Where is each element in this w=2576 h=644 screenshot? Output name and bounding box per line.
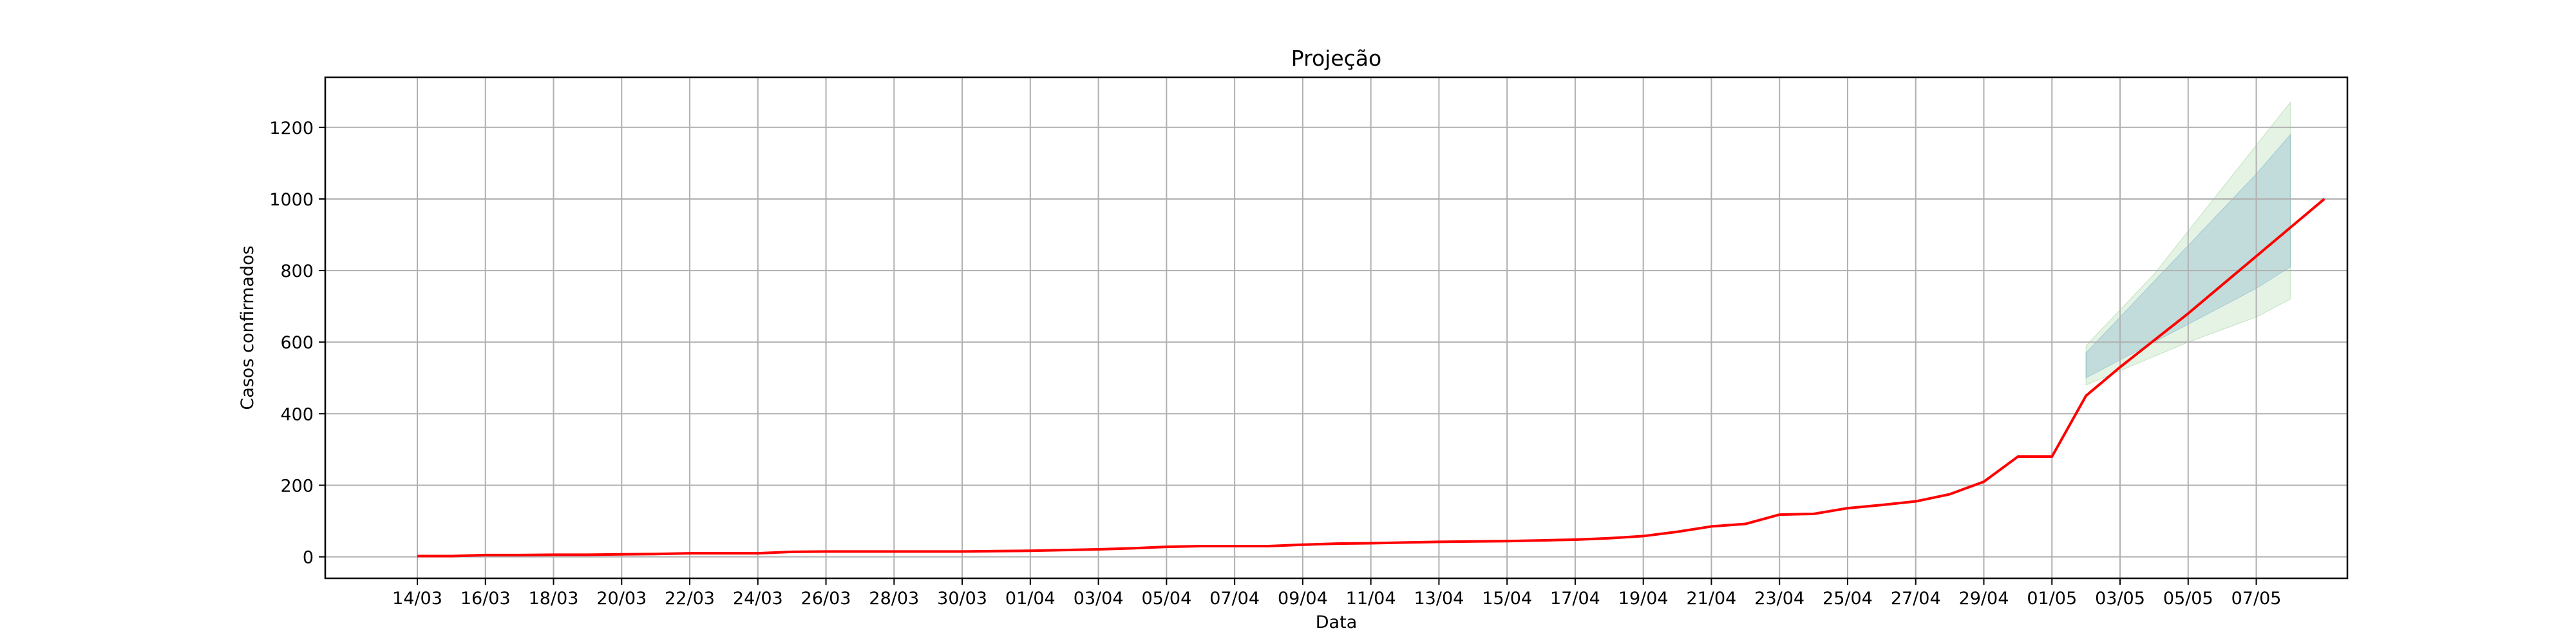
x-tick-label: 01/05	[2027, 589, 2077, 609]
x-tick-label: 03/04	[1074, 589, 1124, 609]
x-tick-label: 03/05	[2095, 589, 2145, 609]
x-tick-label: 09/04	[1278, 589, 1328, 609]
x-tick-label: 24/03	[733, 589, 783, 609]
x-tick-label: 07/05	[2231, 589, 2282, 609]
series-lines	[417, 198, 2325, 558]
x-tick-label: 11/04	[1346, 589, 1396, 609]
y-tick-label: 1000	[269, 190, 314, 210]
y-axis-ticks: 0 200 400 600 800 1000 1200	[269, 118, 325, 568]
x-tick-label: 20/03	[596, 589, 647, 609]
y-tick-label: 1200	[269, 118, 314, 138]
x-tick-label: 21/04	[1687, 589, 1737, 609]
x-axis-ticks: 14/03 16/03 18/03 20/03 22/03 24/03 26/03 28/03…	[392, 578, 2281, 609]
x-tick-label: 22/03	[665, 589, 715, 609]
x-tick-label: 05/05	[2163, 589, 2213, 609]
x-tick-label: 30/03	[937, 589, 987, 609]
x-tick-label: 15/04	[1482, 589, 1532, 609]
x-tick-label: 19/04	[1618, 589, 1669, 609]
x-tick-label: 18/03	[529, 589, 579, 609]
x-tick-label: 29/04	[1959, 589, 2009, 609]
series-line-0	[417, 198, 2325, 558]
x-tick-label: 16/03	[460, 589, 511, 609]
x-tick-label: 05/04	[1141, 589, 1191, 609]
y-tick-label: 800	[280, 261, 314, 281]
y-tick-label: 0	[303, 548, 314, 568]
x-tick-label: 07/04	[1209, 589, 1260, 609]
x-axis-label: Data	[1316, 612, 1357, 632]
x-tick-label: 13/04	[1414, 589, 1464, 609]
y-tick-label: 200	[280, 477, 314, 497]
x-tick-label: 23/04	[1754, 589, 1804, 609]
x-tick-label: 25/04	[1823, 589, 1873, 609]
plot-frame	[324, 76, 2349, 580]
x-tick-label: 26/03	[801, 589, 851, 609]
x-tick-label: 14/03	[392, 589, 442, 609]
y-axis-label: Casos confirmados	[238, 245, 258, 410]
y-tick-label: 600	[280, 333, 314, 353]
x-tick-label: 27/04	[1891, 589, 1941, 609]
x-tick-label: 01/04	[1005, 589, 1056, 609]
grid	[325, 77, 2347, 578]
x-tick-label: 28/03	[869, 589, 919, 609]
x-tick-label: 17/04	[1550, 589, 1600, 609]
y-tick-label: 400	[280, 404, 314, 424]
chart-title: Projeção	[1291, 46, 1381, 71]
